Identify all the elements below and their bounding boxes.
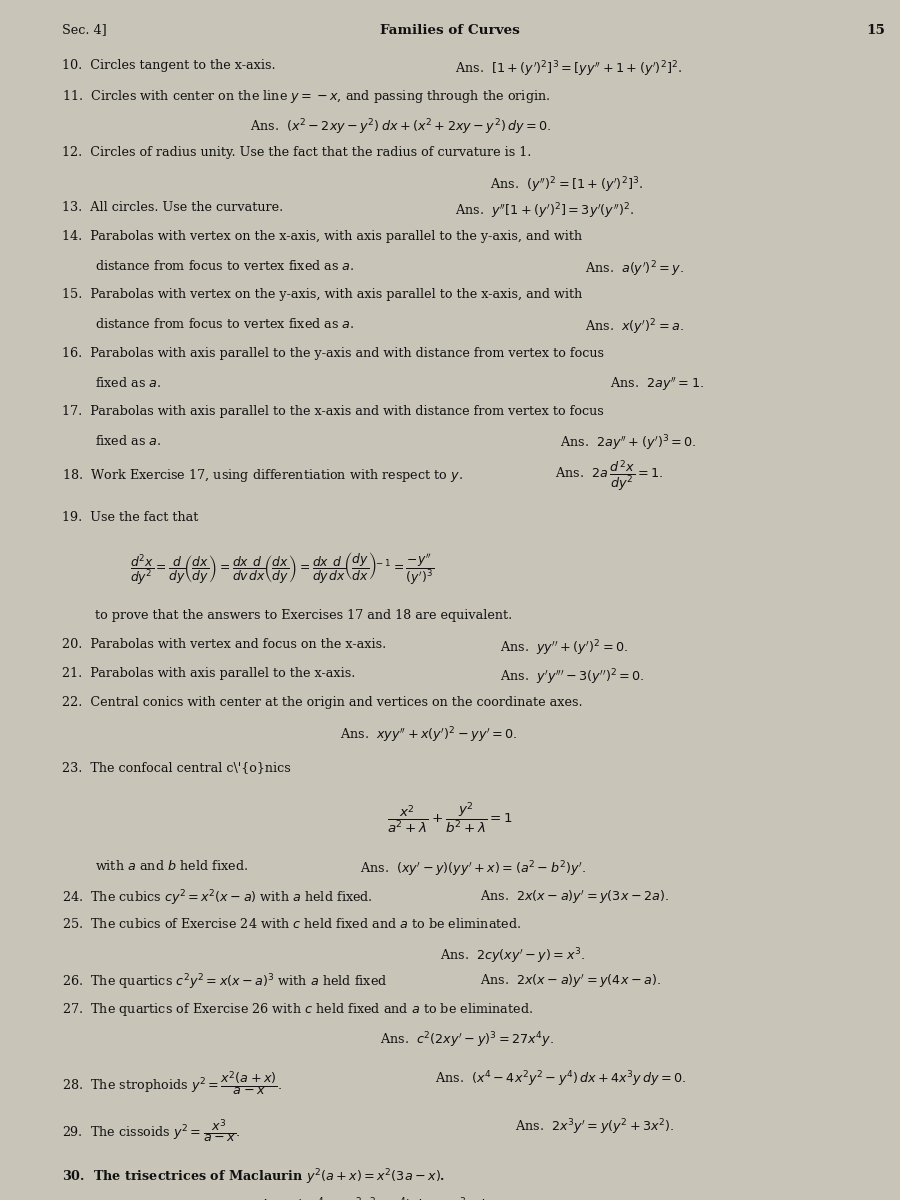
Text: Ans.  $xyy'' + x(y')^2 - yy' = 0.$: Ans. $xyy'' + x(y')^2 - yy' = 0.$ [340, 726, 518, 745]
Text: 26.  The quartics $c^2y^2 = x(x - a)^3$ with $a$ held fixed: 26. The quartics $c^2y^2 = x(x - a)^3$ w… [62, 972, 387, 991]
Text: 24.  The cubics $cy^2 = x^2(x - a)$ with $a$ held fixed.: 24. The cubics $cy^2 = x^2(x - a)$ with … [62, 888, 373, 908]
Text: Families of Curves: Families of Curves [380, 24, 520, 37]
Text: Ans.  $2x(x - a)y' = y(4x - a).$: Ans. $2x(x - a)y' = y(4x - a).$ [480, 972, 661, 990]
Text: Ans.  $(y'')^2 = [1 + (y')^2]^3$.: Ans. $(y'')^2 = [1 + (y')^2]^3$. [490, 175, 644, 194]
Text: 30.  The trisectrices of Maclaurin $y^2(a + x) = x^2(3a - x)$.: 30. The trisectrices of Maclaurin $y^2(a… [62, 1168, 446, 1187]
Text: distance from focus to vertex fixed as $a$.: distance from focus to vertex fixed as $… [95, 259, 355, 274]
Text: Ans.  $2x^3y' = y(y^2 + 3x^2).$: Ans. $2x^3y' = y(y^2 + 3x^2).$ [515, 1117, 674, 1136]
Text: Sec. 4]: Sec. 4] [62, 24, 107, 37]
Text: 16.  Parabolas with axis parallel to the y-axis and with distance from vertex to: 16. Parabolas with axis parallel to the … [62, 347, 604, 360]
Text: 15.  Parabolas with vertex on the y-axis, with axis parallel to the x-axis, and : 15. Parabolas with vertex on the y-axis,… [62, 288, 582, 301]
Text: Ans.  $c^2(2xy' - y)^3 = 27x^4y.$: Ans. $c^2(2xy' - y)^3 = 27x^4y.$ [380, 1031, 554, 1050]
Text: Ans.  $2ay'' + (y')^3 = 0.$: Ans. $2ay'' + (y')^3 = 0.$ [560, 433, 697, 454]
Text: Ans.  $(x^4 - 4x^2y^2 - y^4)\,dx + 4x^3y\,dy = 0.$: Ans. $(x^4 - 4x^2y^2 - y^4)\,dx + 4x^3y\… [435, 1069, 687, 1090]
Text: Ans.  $[1 + (y')^2]^3 = [yy'' + 1 + (y')^2]^2$.: Ans. $[1 + (y')^2]^3 = [yy'' + 1 + (y')^… [455, 59, 682, 79]
Text: Ans.  $yy'' + (y')^2 = 0.$: Ans. $yy'' + (y')^2 = 0.$ [500, 638, 628, 658]
Text: 10.  Circles tangent to the x-axis.: 10. Circles tangent to the x-axis. [62, 59, 275, 72]
Text: Ans.  $x(y')^2 = a.$: Ans. $x(y')^2 = a.$ [585, 318, 684, 337]
Text: 17.  Parabolas with axis parallel to the x-axis and with distance from vertex to: 17. Parabolas with axis parallel to the … [62, 404, 604, 418]
Text: with $a$ and $b$ held fixed.: with $a$ and $b$ held fixed. [95, 859, 248, 874]
Text: 15: 15 [866, 24, 885, 37]
Text: Ans.  $2ay'' = 1.$: Ans. $2ay'' = 1.$ [610, 376, 704, 394]
Text: 11.  Circles with center on the line $y = -x$, and passing through the origin.: 11. Circles with center on the line $y =… [62, 88, 550, 106]
Text: fixed as $a$.: fixed as $a$. [95, 433, 162, 448]
Text: 12.  Circles of radius unity. Use the fact that the radius of curvature is 1.: 12. Circles of radius unity. Use the fac… [62, 146, 531, 160]
Text: Ans.  $(xy' - y)(yy' + x) = (a^2 - b^2)y'.$: Ans. $(xy' - y)(yy' + x) = (a^2 - b^2)y'… [360, 859, 586, 878]
Text: fixed as $a$.: fixed as $a$. [95, 376, 162, 390]
Text: 13.  All circles. Use the curvature.: 13. All circles. Use the curvature. [62, 202, 284, 214]
Text: 19.  Use the fact that: 19. Use the fact that [62, 511, 198, 524]
Text: 29.  The cissoids $y^2 = \dfrac{x^3}{a - x}.$: 29. The cissoids $y^2 = \dfrac{x^3}{a - … [62, 1117, 240, 1145]
Text: Ans.  $2x(x - a)y' = y(3x - 2a).$: Ans. $2x(x - a)y' = y(3x - 2a).$ [480, 888, 669, 906]
Text: 23.  The confocal central c\'{o}nics: 23. The confocal central c\'{o}nics [62, 761, 291, 774]
Text: Ans.  $2cy(xy' - y) = x^3.$: Ans. $2cy(xy' - y) = x^3.$ [440, 947, 585, 966]
Text: Ans.  $2a\,\dfrac{d^{\,2}x}{dy^2} = 1.$: Ans. $2a\,\dfrac{d^{\,2}x}{dy^2} = 1.$ [555, 458, 663, 493]
Text: $\dfrac{d^2x}{dy^2} = \dfrac{d}{dy}\!\left(\dfrac{dx}{dy}\right)= \dfrac{dx}{dv}: $\dfrac{d^2x}{dy^2} = \dfrac{d}{dy}\!\le… [130, 551, 434, 587]
Text: 20.  Parabolas with vertex and focus on the x-axis.: 20. Parabolas with vertex and focus on t… [62, 638, 386, 652]
Text: 28.  The strophoids $y^2 = \dfrac{x^2(a + x)}{a - x}.$: 28. The strophoids $y^2 = \dfrac{x^2(a +… [62, 1069, 283, 1098]
Text: 14.  Parabolas with vertex on the x-axis, with axis parallel to the y-axis, and : 14. Parabolas with vertex on the x-axis,… [62, 230, 582, 244]
Text: Ans.  $(x^2 - 2xy - y^2)\,dx + (x^2 + 2xy - y^2)\,dy = 0.$: Ans. $(x^2 - 2xy - y^2)\,dx + (x^2 + 2xy… [250, 118, 552, 137]
Text: Ans.  $a(y')^2 = y.$: Ans. $a(y')^2 = y.$ [585, 259, 684, 278]
Text: 21.  Parabolas with axis parallel to the x-axis.: 21. Parabolas with axis parallel to the … [62, 667, 356, 680]
Text: Ans.  $(3x^4 - 6x^2y^2 - y^4)\,dx + 8x^3y\,dy = 0.$: Ans. $(3x^4 - 6x^2y^2 - y^4)\,dx + 8x^3y… [260, 1196, 519, 1200]
Text: Ans.  $y'y''' - 3(y'')^2 = 0.$: Ans. $y'y''' - 3(y'')^2 = 0.$ [500, 667, 644, 686]
Text: distance from focus to vertex fixed as $a$.: distance from focus to vertex fixed as $… [95, 318, 355, 331]
Text: 25.  The cubics of Exercise 24 with $c$ held fixed and $a$ to be eliminated.: 25. The cubics of Exercise 24 with $c$ h… [62, 917, 521, 931]
Text: $\dfrac{x^2}{a^2 + \lambda} + \dfrac{y^2}{b^2 + \lambda} = 1$: $\dfrac{x^2}{a^2 + \lambda} + \dfrac{y^2… [387, 800, 513, 835]
Text: to prove that the answers to Exercises 17 and 18 are equivalent.: to prove that the answers to Exercises 1… [95, 610, 512, 622]
Text: 22.  Central conics with center at the origin and vertices on the coordinate axe: 22. Central conics with center at the or… [62, 696, 582, 709]
Text: Ans.  $y''[1 + (y')^2] = 3y'(y'')^2$.: Ans. $y''[1 + (y')^2] = 3y'(y'')^2$. [455, 202, 634, 221]
Text: 27.  The quartics of Exercise 26 with $c$ held fixed and $a$ to be eliminated.: 27. The quartics of Exercise 26 with $c$… [62, 1001, 533, 1019]
Text: 18.  Work Exercise 17, using differentiation with respect to $y$.: 18. Work Exercise 17, using differentiat… [62, 467, 463, 484]
